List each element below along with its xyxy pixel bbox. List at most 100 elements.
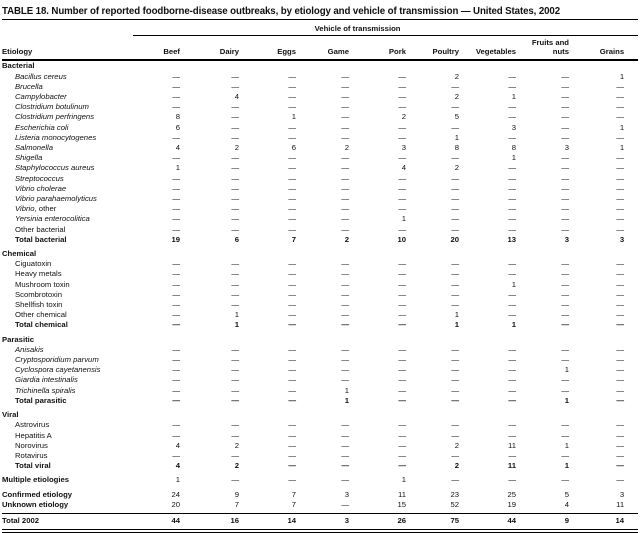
cell-eggs: — — [288, 224, 296, 234]
cell-grains: — — [616, 259, 625, 269]
cell-pork: 11 — [398, 489, 406, 499]
cell-pork: — — [398, 320, 406, 330]
cell-pork: — — [398, 365, 406, 375]
row-label: Trichinella spiralis — [15, 385, 76, 395]
column-header-beef: Beef — [133, 35, 180, 62]
cell-grains: — — [616, 132, 625, 142]
cell-poultry: 2 — [454, 440, 459, 450]
cell-beef: — — [172, 269, 180, 279]
cell-eggs: — — [288, 214, 296, 224]
cell-eggs: — — [288, 183, 296, 193]
cell-pork: 26 — [349, 512, 406, 533]
cell-fruits-and-nuts: — — [561, 300, 569, 310]
cell-vegetables: — — [508, 385, 516, 395]
cell-vegetables: 44 — [459, 512, 516, 533]
cell-vegetables: — — [508, 71, 516, 81]
cell-grains: — — [616, 81, 625, 91]
cell-eggs: 6 — [291, 143, 296, 153]
cell-eggs: 14 — [239, 512, 296, 533]
cell-game: — — [341, 355, 349, 365]
cell-grains: — — [616, 375, 625, 385]
cell-beef: — — [172, 289, 180, 299]
cell-dairy: — — [231, 204, 239, 214]
cell-fruits-and-nuts: 5 — [564, 489, 569, 499]
cell-dairy: — — [231, 279, 239, 289]
table-row: Multiple etiologies 1 — — — 1 — — — — — [2, 471, 638, 485]
cell-pork: — — [398, 71, 406, 81]
cell-grains: — — [616, 475, 625, 485]
cell-poultry: 20 — [450, 234, 459, 244]
cell-fruits-and-nuts: — — [561, 183, 569, 193]
cell-game: — — [341, 375, 349, 385]
cell-vegetables: 1 — [511, 320, 516, 330]
cell-game: — — [341, 475, 349, 485]
cell-poultry: 2 — [454, 163, 459, 173]
cell-vegetables: 13 — [507, 234, 516, 244]
cell-fruits-and-nuts: — — [561, 81, 569, 91]
cell-game: — — [341, 300, 349, 310]
cell-poultry: — — [451, 300, 459, 310]
cell-fruits-and-nuts: — — [561, 344, 569, 354]
cell-dairy: — — [231, 224, 239, 234]
column-header-etiology: Etiology — [2, 35, 133, 62]
cell-fruits-and-nuts: 9 — [516, 512, 569, 533]
row-label: Escherichia coli — [15, 122, 69, 132]
cell-vegetables: — — [508, 375, 516, 385]
cell-grains: — — [616, 112, 625, 122]
table-row: Vibrio cholerae — — — — — — — — — — [2, 184, 638, 194]
cell-game: 2 — [344, 143, 349, 153]
cell-grains: — — [616, 310, 625, 320]
cell-beef: — — [172, 224, 180, 234]
table-row: Total viral 4 2— — —2 11 1— — [2, 461, 638, 471]
row-label: Total viral — [15, 461, 51, 471]
cell-beef: — — [172, 132, 180, 142]
row-label: Shigella — [15, 153, 43, 163]
cell-eggs: 7 — [291, 234, 296, 244]
cell-beef: — — [172, 214, 180, 224]
cell-pork: — — [398, 92, 406, 101]
cell-dairy: — — [231, 71, 239, 81]
cell-pork: 4 — [401, 163, 406, 173]
row-label: Bacillus cereus — [15, 71, 67, 81]
cell-fruits-and-nuts: 3 — [564, 143, 569, 153]
cell-pork: — — [398, 310, 406, 320]
empty-cells — [133, 245, 638, 259]
cell-beef: — — [172, 279, 180, 289]
cell-grains: — — [616, 344, 625, 354]
row-label: Norovirus — [15, 440, 48, 450]
cell-game: — — [341, 224, 349, 234]
cell-fruits-and-nuts: — — [561, 279, 569, 289]
cell-eggs: — — [288, 132, 296, 142]
cell-dairy: — — [231, 355, 239, 365]
cell-pork: — — [398, 224, 406, 234]
table-row: Brucella — — — — — — — — — — [2, 82, 638, 92]
cell-pork: — — [398, 355, 406, 365]
cell-pork: — — [398, 132, 406, 142]
cell-grains: — — [616, 420, 625, 430]
row-label: Mushroom toxin — [15, 279, 70, 289]
cell-dairy: 1 — [234, 320, 239, 330]
cell-eggs: — — [288, 375, 296, 385]
cell-game: — — [341, 344, 349, 354]
row-label: Other bacterial — [15, 224, 66, 234]
table-row: Streptococcus — — — — — — — — — — [2, 174, 638, 184]
cell-grains: — — [616, 163, 625, 173]
cell-grains: — — [616, 224, 625, 234]
cell-vegetables: 1 — [511, 92, 516, 101]
cell-eggs: — — [288, 395, 296, 405]
cell-fruits-and-nuts: — — [561, 259, 569, 269]
cell-game: — — [341, 173, 349, 183]
cell-dairy: — — [231, 214, 239, 224]
row-label: Chemical — [2, 249, 37, 259]
cell-grains: — — [616, 279, 625, 289]
cell-game: — — [341, 112, 349, 122]
row-label: Listeria monocytogenes — [15, 132, 97, 142]
cell-beef: — — [172, 365, 180, 375]
cell-poultry: — — [451, 344, 459, 354]
cell-dairy: — — [231, 269, 239, 279]
cell-poultry: 1 — [454, 132, 459, 142]
cell-pork: — — [398, 450, 406, 460]
cell-dairy: 7 — [234, 499, 239, 509]
cell-poultry: 5 — [454, 112, 459, 122]
